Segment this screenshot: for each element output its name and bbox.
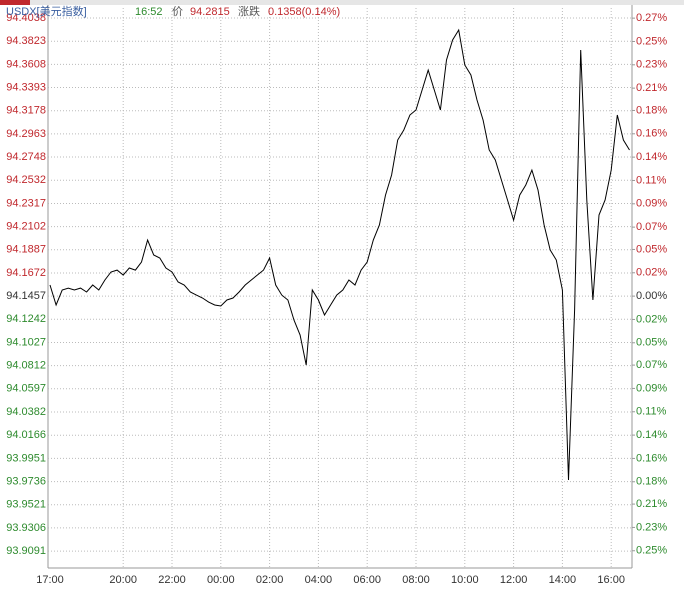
price-label: 价 [172,5,183,18]
x-tick-label: 02:00 [256,574,284,586]
x-tick-label: 12:00 [500,574,528,586]
y-tick-label: 94.3608 [6,58,46,70]
y-tick-label: 94.4038 [6,12,46,24]
x-tick-label: 10:00 [451,574,479,586]
y-tick-label: 94.0597 [6,383,46,395]
y-tick-label: 93.9951 [6,452,46,464]
x-tick-label: 04:00 [305,574,333,586]
y2-tick-label: 0.09% [636,382,667,394]
y2-tick-label: 0.02% [636,313,667,325]
x-tick-label: 14:00 [549,574,577,586]
y-tick-label: 94.2317 [6,197,46,209]
change-label: 涨跌 [238,4,260,18]
y2-tick-label: 0.14% [636,151,667,163]
change: 0.1358(0.14%) [268,6,340,18]
price-line [49,28,630,481]
chart-bg [0,5,684,592]
y2-tick-label: 0.18% [636,476,667,488]
y2-tick-label: 0.11% [636,406,667,418]
y2-tick-label: 0.07% [636,221,667,233]
y2-tick-label: 0.25% [636,35,667,47]
x-tick-label: 22:00 [158,574,186,586]
y2-tick-label: 0.23% [636,59,667,71]
y2-tick-label: 0.00% [636,290,667,302]
y-tick-label: 94.3823 [6,35,46,47]
y2-tick-label: 0.16% [636,452,667,464]
y-tick-label: 94.2748 [6,151,46,163]
y-tick-label: 94.3178 [6,105,46,117]
y2-tick-label: 0.25% [636,545,667,557]
y-tick-label: 93.9521 [6,499,46,511]
y2-tick-label: 0.23% [636,521,667,533]
x-tick-label: 16:00 [597,574,625,586]
y-tick-label: 94.0166 [6,429,46,441]
quote-time: 16:52 [135,6,163,18]
price: 94.2815 [190,6,230,18]
y2-tick-label: 0.05% [636,243,667,255]
y2-tick-label: 0.09% [636,198,667,210]
y-tick-label: 94.0382 [6,406,46,418]
toolbar [0,0,684,5]
x-tick-label: 20:00 [109,574,137,586]
y2-tick-label: 0.21% [636,82,667,94]
x-tick-label: 06:00 [353,574,381,586]
y-tick-label: 94.1242 [6,313,46,325]
y-tick-label: 94.2532 [6,174,46,186]
y-tick-label: 94.0812 [6,360,46,372]
y-tick-label: 94.1672 [6,267,46,279]
y2-tick-label: 0.16% [636,128,667,140]
y-tick-label: 94.1457 [6,290,46,302]
toolbar-button[interactable] [0,0,30,5]
x-tick-label: 00:00 [207,574,235,586]
y2-tick-label: 0.18% [636,104,667,116]
y2-tick-label: 0.05% [636,337,667,349]
y-tick-label: 93.9091 [6,545,46,557]
y-tick-label: 94.1027 [6,336,46,348]
x-tick-label: 17:00 [36,574,64,586]
y-tick-label: 93.9306 [6,522,46,534]
symbol: USDX[美元指数] [6,4,87,18]
y2-tick-label: 0.07% [636,359,667,371]
y2-tick-label: 0.11% [636,174,667,186]
y-tick-label: 93.9736 [6,475,46,487]
x-tick-label: 08:00 [402,574,430,586]
y2-tick-label: 0.02% [636,267,667,279]
y-tick-label: 94.3393 [6,81,46,93]
y-tick-label: 94.1887 [6,244,46,256]
y2-tick-label: 0.14% [636,429,667,441]
y-tick-label: 94.2102 [6,221,46,233]
y-tick-label: 94.2963 [6,128,46,140]
quote-header: USDX[美元指数] 16:52 价 94.2815 涨跌 0.1358(0.1… [6,4,340,18]
y2-tick-label: 0.27% [636,12,667,24]
y2-tick-label: 0.21% [636,498,667,510]
